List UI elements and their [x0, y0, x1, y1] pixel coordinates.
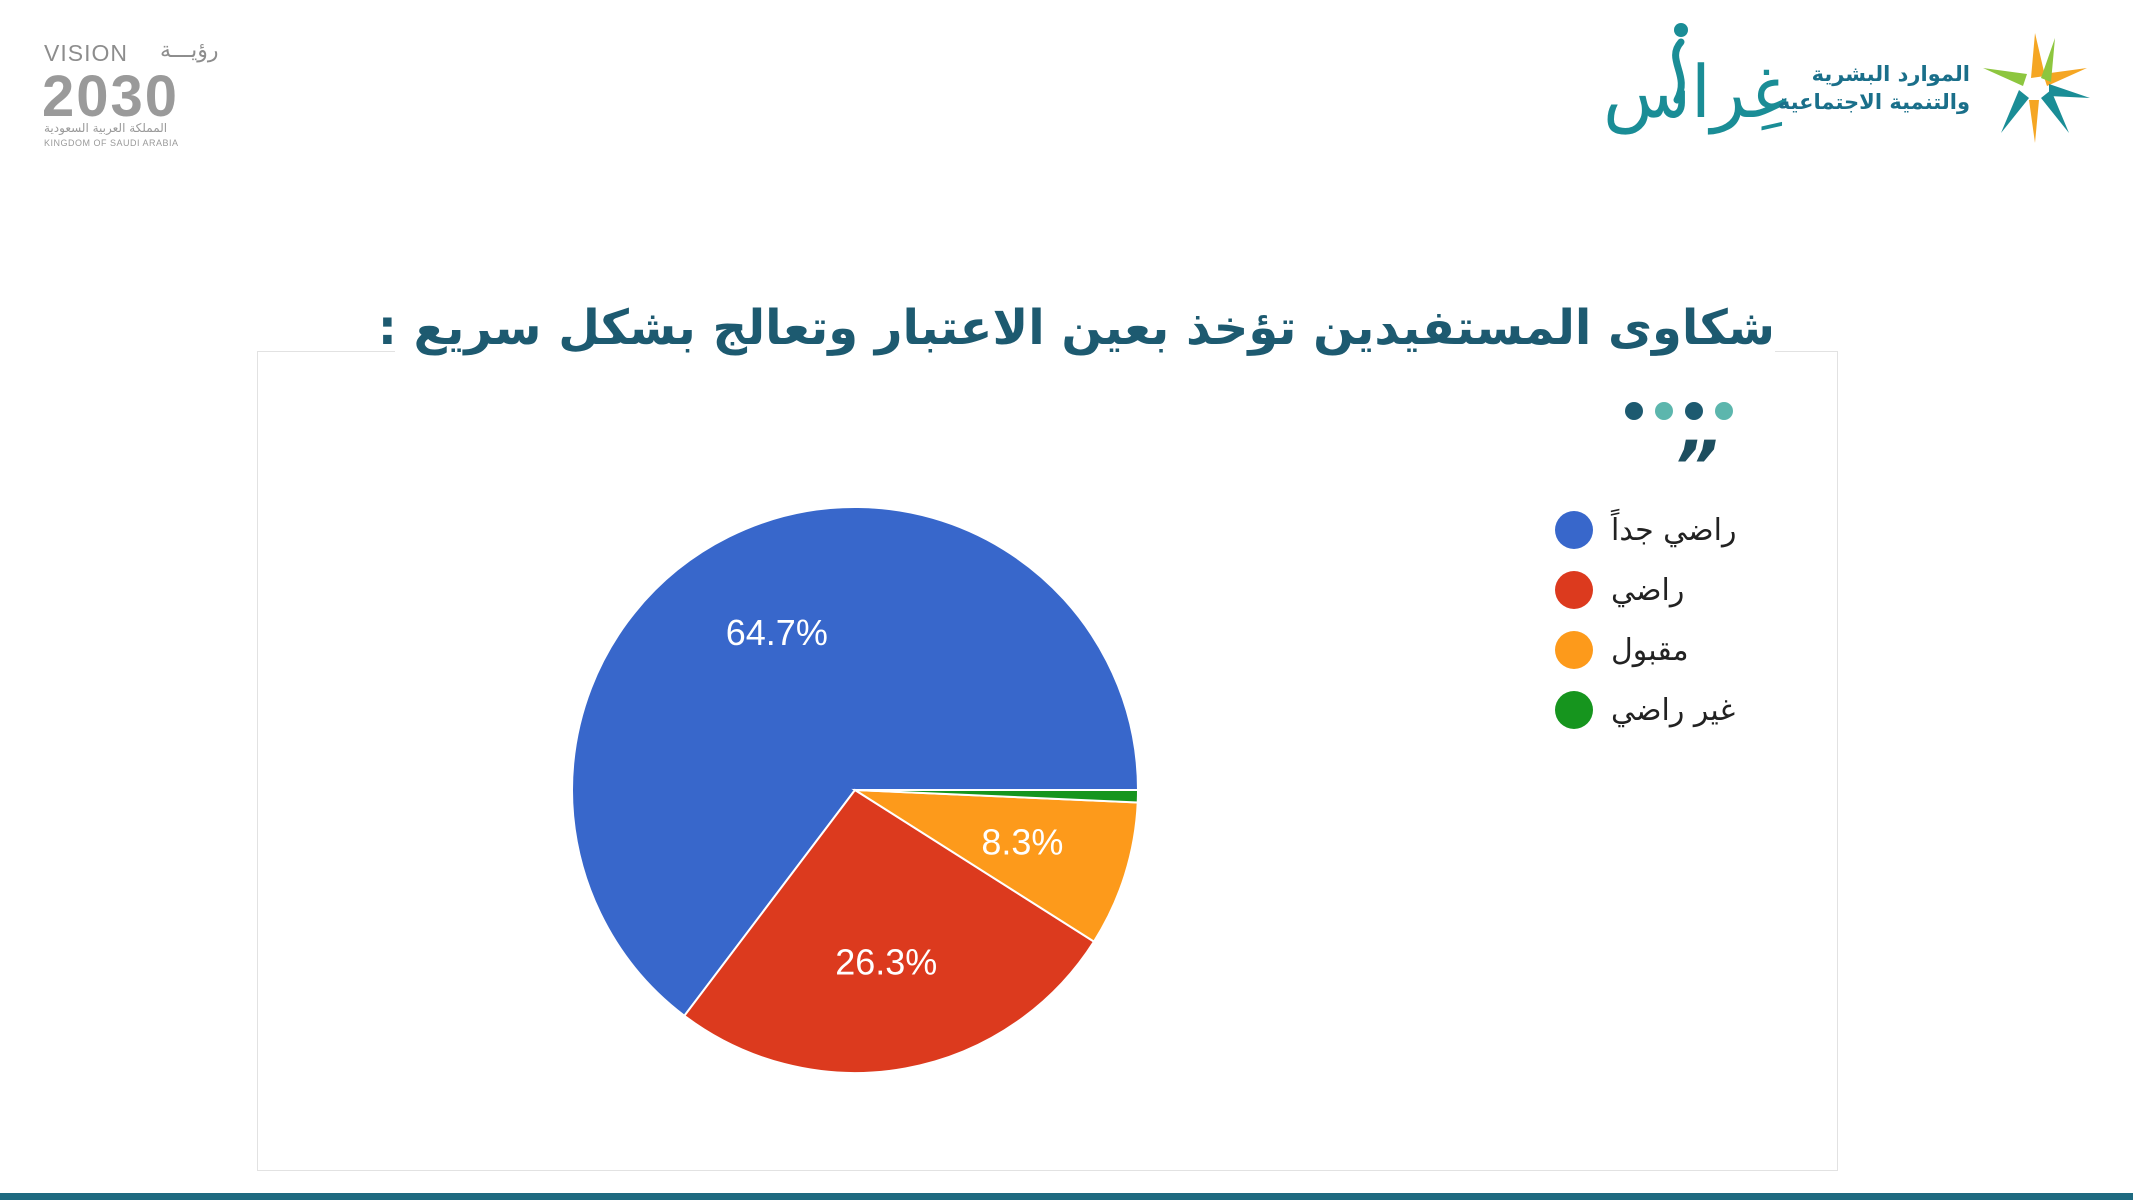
- decorative-dots: [1625, 402, 1745, 424]
- vision-2030-logo: VISION رؤيـــة 2030 المملكة العربية السع…: [42, 38, 222, 153]
- pie-slice: [682, 788, 1096, 1074]
- vision-word: VISION: [44, 40, 128, 66]
- legend-swatch: [1555, 631, 1593, 669]
- vision-arabic: رؤيـــة: [160, 38, 219, 63]
- ministry-star-icon: [1983, 33, 2090, 143]
- ministry-name: الموارد البشرية والتنمية الاجتماعية: [1778, 60, 1970, 116]
- ghiras-wordmark: غِراس: [1603, 50, 1789, 134]
- legend-label: غير راضي: [1611, 692, 1736, 728]
- page-title: شكاوى المستفيدين تؤخذ بعين الاعتبار وتعا…: [378, 295, 1775, 361]
- pie-data-label: 26.3%: [835, 942, 937, 983]
- dot-icon: [1625, 402, 1643, 420]
- legend-label: راضي: [1611, 572, 1685, 608]
- quote-mark: ”: [1673, 426, 1719, 508]
- legend-item: راضي جداً: [1555, 500, 1815, 560]
- legend-label: مقبول: [1611, 632, 1689, 668]
- bottom-bar: [0, 1193, 2133, 1200]
- ghiras-figure-icon: [1672, 23, 1688, 104]
- legend-swatch: [1555, 511, 1593, 549]
- ghiras-logo: غِراس: [1595, 20, 1788, 160]
- vision-country-english: KINGDOM OF SAUDI ARABIA: [44, 138, 179, 148]
- pie-slice: [854, 789, 1140, 804]
- ministry-logo: الموارد البشرية والتنمية الاجتماعية: [1778, 30, 2095, 150]
- chart-legend: راضي جداً راضي مقبول غير راضي: [1555, 500, 1815, 740]
- legend-label: راضي جداً: [1611, 512, 1737, 548]
- pie-data-label: 64.7%: [726, 612, 828, 653]
- ministry-name-line1: الموارد البشرية: [1811, 62, 1970, 86]
- legend-swatch: [1555, 691, 1593, 729]
- dot-icon: [1685, 402, 1703, 420]
- dot-icon: [1655, 402, 1673, 420]
- pie-chart: 64.7% 26.3% 8.3%: [571, 506, 1140, 1074]
- vision-country-arabic: المملكة العربية السعودية: [44, 121, 168, 135]
- legend-swatch: [1555, 571, 1593, 609]
- pie-slice: [571, 506, 1140, 1018]
- ministry-name-line2: والتنمية الاجتماعية: [1777, 90, 1970, 114]
- dot-icon: [1715, 402, 1733, 420]
- vision-number: 2030: [42, 64, 180, 129]
- legend-item: غير راضي: [1555, 680, 1815, 740]
- legend-item: مقبول: [1555, 620, 1815, 680]
- pie-data-label: 8.3%: [981, 822, 1063, 863]
- legend-item: راضي: [1555, 560, 1815, 620]
- pie-slice: [851, 788, 1139, 944]
